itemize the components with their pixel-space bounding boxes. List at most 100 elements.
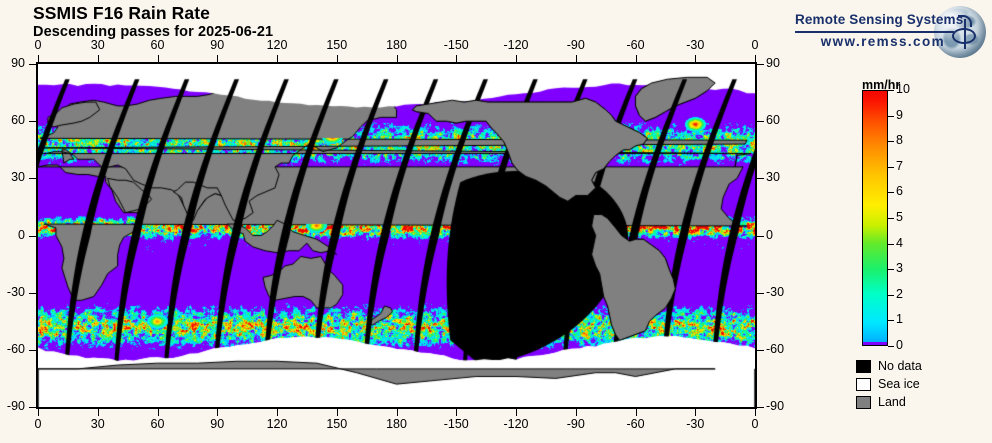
- y-tick-label: -30: [6, 284, 25, 299]
- x-tick-mark: [755, 409, 756, 416]
- x-tick-mark: [396, 55, 398, 62]
- x-tick-label: 180: [386, 417, 407, 431]
- x-tick-mark: [277, 55, 278, 62]
- y-tick-mark: [29, 178, 36, 180]
- legend-swatch: [856, 395, 871, 409]
- x-tick-label: -60: [626, 38, 645, 52]
- y-tick-mark: [757, 121, 764, 123]
- y-tick-label: 60: [766, 113, 780, 128]
- y-tick-label: -90: [766, 399, 785, 413]
- colorbar-unit-label: mm/hr: [862, 78, 901, 92]
- colorbar-tick-mark: [888, 269, 894, 271]
- legend-item: Sea ice: [856, 375, 976, 393]
- y-tick-label: -30: [766, 284, 785, 299]
- colorbar-tick-label: 1: [896, 312, 903, 327]
- x-tick-label: -30: [686, 417, 705, 431]
- map-canvas: [38, 64, 755, 407]
- y-tick-label: -90: [6, 399, 25, 413]
- x-tick-mark: [217, 409, 219, 416]
- y-tick-mark: [29, 121, 36, 123]
- colorbar-tick-mark: [888, 115, 894, 117]
- logo-company-name: Remote Sensing Systems: [795, 12, 964, 27]
- x-tick-label: 60: [150, 417, 165, 431]
- y-tick-mark: [29, 292, 36, 294]
- x-tick-mark: [97, 409, 99, 416]
- y-tick-mark: [757, 349, 764, 351]
- legend-label: No data: [878, 359, 922, 373]
- x-tick-label: 60: [150, 38, 165, 52]
- map-legend: No data Sea ice Land: [856, 357, 976, 411]
- y-tick-label: 90: [766, 56, 780, 70]
- colorbar-tick-label: 3: [896, 261, 903, 276]
- x-tick-label: 120: [266, 38, 288, 52]
- x-tick-mark: [157, 55, 159, 62]
- y-tick-label: 30: [11, 170, 25, 185]
- x-tick-mark: [635, 55, 637, 62]
- x-tick-mark: [575, 409, 577, 416]
- x-tick-label: 0: [34, 417, 42, 431]
- x-tick-label: -30: [686, 38, 705, 52]
- x-tick-mark: [38, 409, 39, 416]
- x-tick-label: -90: [566, 38, 585, 52]
- x-tick-mark: [456, 409, 458, 416]
- x-tick-label: -90: [566, 417, 585, 431]
- x-tick-mark: [456, 55, 458, 62]
- remss-logo[interactable]: Remote Sensing Systems www.remss.com: [795, 6, 990, 58]
- colorbar-tick-mark: [888, 218, 894, 219]
- y-tick-label: 0: [766, 227, 773, 242]
- colorbar-tick-label: 9: [896, 107, 903, 122]
- legend-swatch: [856, 377, 871, 391]
- y-tick-mark: [29, 407, 36, 408]
- y-tick-mark: [757, 64, 764, 65]
- y-tick-mark: [757, 292, 764, 294]
- x-tick-label: 120: [266, 417, 288, 431]
- colorbar-tick-label: 10: [896, 82, 910, 96]
- rain-rate-map[interactable]: [36, 62, 757, 409]
- colorbar-tick-label: 0: [896, 338, 903, 352]
- logo-divider: [795, 31, 954, 33]
- x-tick-label: -120: [503, 38, 529, 52]
- x-tick-mark: [695, 55, 697, 62]
- x-tick-label: 90: [210, 38, 225, 52]
- x-tick-mark: [157, 409, 159, 416]
- y-tick-label: 30: [766, 170, 780, 185]
- colorbar-tick-label: 4: [896, 235, 903, 250]
- y-tick-mark: [757, 407, 764, 408]
- y-tick-mark: [29, 349, 36, 351]
- legend-swatch: [856, 359, 871, 373]
- y-tick-label: 90: [11, 56, 25, 70]
- x-tick-label: 0: [34, 38, 42, 52]
- colorbar-tick-mark: [888, 192, 894, 194]
- colorbar-tick-label: 6: [896, 184, 903, 199]
- colorbar-tick-mark: [888, 320, 894, 322]
- x-tick-mark: [755, 55, 756, 62]
- page-title: SSMIS F16 Rain Rate: [33, 3, 210, 23]
- x-tick-mark: [336, 409, 338, 416]
- colorbar-tick-mark: [888, 141, 894, 143]
- x-tick-label: -150: [443, 417, 469, 431]
- x-tick-mark: [277, 409, 278, 416]
- x-tick-label: 30: [90, 38, 105, 52]
- y-tick-label: 60: [11, 113, 25, 128]
- x-tick-label: 0: [751, 38, 759, 52]
- colorbar-tick-mark: [888, 294, 894, 296]
- colorbar-tick-mark: [888, 90, 894, 91]
- x-tick-mark: [695, 409, 697, 416]
- x-tick-label: 180: [386, 38, 407, 52]
- colorbar-tick-label: 2: [896, 286, 903, 301]
- x-tick-label: -60: [626, 417, 645, 431]
- y-tick-mark: [29, 64, 36, 65]
- x-tick-label: 150: [326, 417, 348, 431]
- colorbar-tick-mark: [888, 166, 894, 168]
- y-tick-label: 0: [18, 227, 25, 242]
- logo-website-url: www.remss.com: [820, 34, 945, 49]
- y-tick-mark: [757, 178, 764, 180]
- colorbar-tick-mark: [888, 243, 894, 245]
- x-tick-mark: [635, 409, 637, 416]
- logo-hook-icon: [958, 15, 972, 27]
- colorbar-tick-label: 7: [896, 158, 903, 173]
- x-tick-mark: [38, 55, 39, 62]
- x-tick-mark: [575, 55, 577, 62]
- y-tick-label: -60: [6, 341, 25, 356]
- colorbar-gradient: [862, 90, 888, 346]
